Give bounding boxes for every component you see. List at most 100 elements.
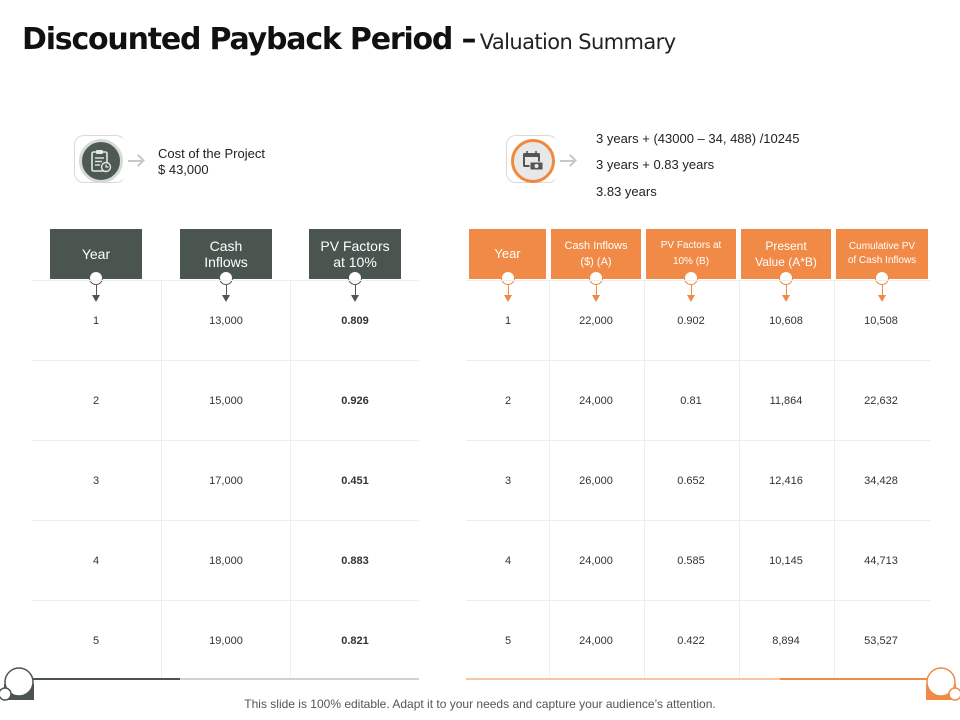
left-cell: 5: [92, 635, 100, 647]
right-cell: 0.422: [677, 635, 705, 647]
calendar-money-icon: [511, 139, 555, 183]
right-cell: 0.81: [680, 395, 702, 407]
left-stem-year: [95, 285, 97, 295]
right-cell: 22,632: [864, 395, 898, 407]
right-bottom-bar-accent: [780, 678, 930, 680]
right-cell: 0.902: [677, 315, 705, 327]
right-cell: 3: [504, 475, 512, 487]
right-cell: 0.652: [677, 475, 705, 487]
right-col-divider: [644, 280, 645, 678]
left-cell: 13,000: [209, 315, 243, 327]
right-stem-pv: [690, 285, 692, 295]
right-cell: 5: [504, 635, 512, 647]
left-cell: 19,000: [209, 635, 243, 647]
left-cell: 18,000: [209, 555, 243, 567]
right-col-divider: [739, 280, 740, 678]
title-sub: Valuation Summary: [479, 30, 676, 54]
right-marker-present: [779, 271, 793, 285]
right-cell: 4: [504, 555, 512, 567]
down-arrow-icon: [351, 295, 359, 302]
left-cell: 0.821: [341, 635, 369, 647]
corner-circles-left-icon: [0, 667, 34, 701]
left-grid-line: [32, 520, 419, 521]
down-arrow-icon: [687, 295, 695, 302]
cost-label: Cost of the Project: [158, 146, 265, 161]
left-marker-year: [89, 271, 103, 285]
right-grid-line: [466, 440, 930, 441]
right-cell: 12,416: [769, 475, 803, 487]
down-arrow-icon: [92, 295, 100, 302]
right-cell: 10,608: [769, 315, 803, 327]
right-grid-line: [466, 360, 930, 361]
left-marker-cash: [219, 271, 233, 285]
right-marker-cash: [589, 271, 603, 285]
right-cell: 11,864: [769, 395, 803, 407]
left-cell: 3: [92, 475, 100, 487]
left-grid-line: [32, 280, 419, 281]
right-cell: 0.585: [677, 555, 705, 567]
right-cell: 24,000: [579, 395, 613, 407]
left-cell: 1: [92, 315, 100, 327]
right-cell: 34,428: [864, 475, 898, 487]
right-bottom-bar: [466, 678, 930, 680]
down-arrow-icon: [592, 295, 600, 302]
right-cell: 53,527: [864, 635, 898, 647]
left-cell: 2: [92, 395, 100, 407]
down-arrow-icon: [782, 295, 790, 302]
right-marker-year: [501, 271, 515, 285]
calc-arrow-icon: [560, 160, 574, 162]
right-marker-cumulative: [875, 271, 889, 285]
left-header-year: Year: [50, 229, 142, 279]
corner-circles-right-icon: [926, 667, 960, 701]
left-cell: 0.926: [341, 395, 369, 407]
right-header-cash-inflows: Cash Inflows ($) (A): [551, 229, 641, 279]
left-bottom-bar: [32, 678, 419, 680]
down-arrow-icon: [222, 295, 230, 302]
right-stem-present: [785, 285, 787, 295]
right-col-divider: [549, 280, 550, 678]
left-cell: 0.809: [341, 315, 369, 327]
footer-note: This slide is 100% editable. Adapt it to…: [244, 697, 716, 711]
right-cell: 10,145: [769, 555, 803, 567]
right-cell: 44,713: [864, 555, 898, 567]
left-cell: 0.451: [341, 475, 369, 487]
right-header-pv-factors: PV Factors at 10% (B): [646, 229, 736, 279]
left-grid-line: [32, 440, 419, 441]
left-marker-pv: [348, 271, 362, 285]
left-cell: 4: [92, 555, 100, 567]
right-stem-year: [507, 285, 509, 295]
right-marker-pv: [684, 271, 698, 285]
right-cell: 1: [504, 315, 512, 327]
page-title: Discounted Payback Period – Valuation Su…: [22, 22, 676, 57]
left-header-pv-factors: PV Factors at 10%: [309, 229, 401, 279]
down-arrow-icon: [504, 295, 512, 302]
left-grid-line: [32, 360, 419, 361]
left-stem-cash: [225, 285, 227, 295]
right-header-present-value: Present Value (A*B): [741, 229, 831, 279]
right-col-divider: [834, 280, 835, 678]
clipboard-chart-icon: [79, 139, 123, 183]
left-cell: 15,000: [209, 395, 243, 407]
left-cell: 0.883: [341, 555, 369, 567]
right-cell: 26,000: [579, 475, 613, 487]
calc-line-3: 3.83 years: [596, 184, 657, 199]
left-col-divider: [161, 280, 162, 678]
right-header-year: Year: [469, 229, 546, 279]
right-cell: 10,508: [864, 315, 898, 327]
right-grid-line: [466, 280, 930, 281]
down-arrow-icon: [878, 295, 886, 302]
right-header-cumulative-pv: Cumulative PV of Cash Inflows: [836, 229, 928, 279]
left-cell: 17,000: [209, 475, 243, 487]
left-col-divider: [290, 280, 291, 678]
right-cell: 2: [504, 395, 512, 407]
cost-arrow-icon: [128, 160, 142, 162]
calc-line-1: 3 years + (43000 – 34, 488) /10245: [596, 131, 800, 146]
calc-line-2: 3 years + 0.83 years: [596, 157, 715, 172]
right-stem-cumulative: [881, 285, 883, 295]
right-cell: 8,894: [772, 635, 800, 647]
left-bottom-bar-accent: [32, 678, 180, 680]
right-grid-line: [466, 600, 930, 601]
right-stem-cash: [595, 285, 597, 295]
left-header-cash-inflows: Cash Inflows: [180, 229, 272, 279]
left-stem-pv: [354, 285, 356, 295]
